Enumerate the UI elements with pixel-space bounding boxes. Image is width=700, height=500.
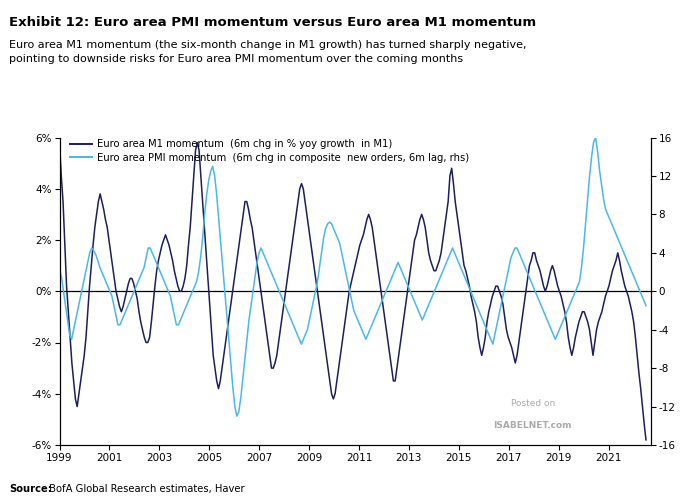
Text: ISABELNET.com: ISABELNET.com xyxy=(494,420,572,430)
Text: Exhibit 12: Euro area PMI momentum versus Euro area M1 momentum: Exhibit 12: Euro area PMI momentum versu… xyxy=(9,16,536,29)
Text: Source:: Source: xyxy=(9,484,52,494)
Legend: Euro area M1 momentum  (6m chg in % yoy growth  in M1), Euro area PMI momentum  : Euro area M1 momentum (6m chg in % yoy g… xyxy=(71,140,470,163)
Text: BofA Global Research estimates, Haver: BofA Global Research estimates, Haver xyxy=(46,484,244,494)
Text: Euro area M1 momentum (the six-month change in M1 growth) has turned sharply neg: Euro area M1 momentum (the six-month cha… xyxy=(9,40,526,64)
Text: Posted on: Posted on xyxy=(510,399,555,408)
